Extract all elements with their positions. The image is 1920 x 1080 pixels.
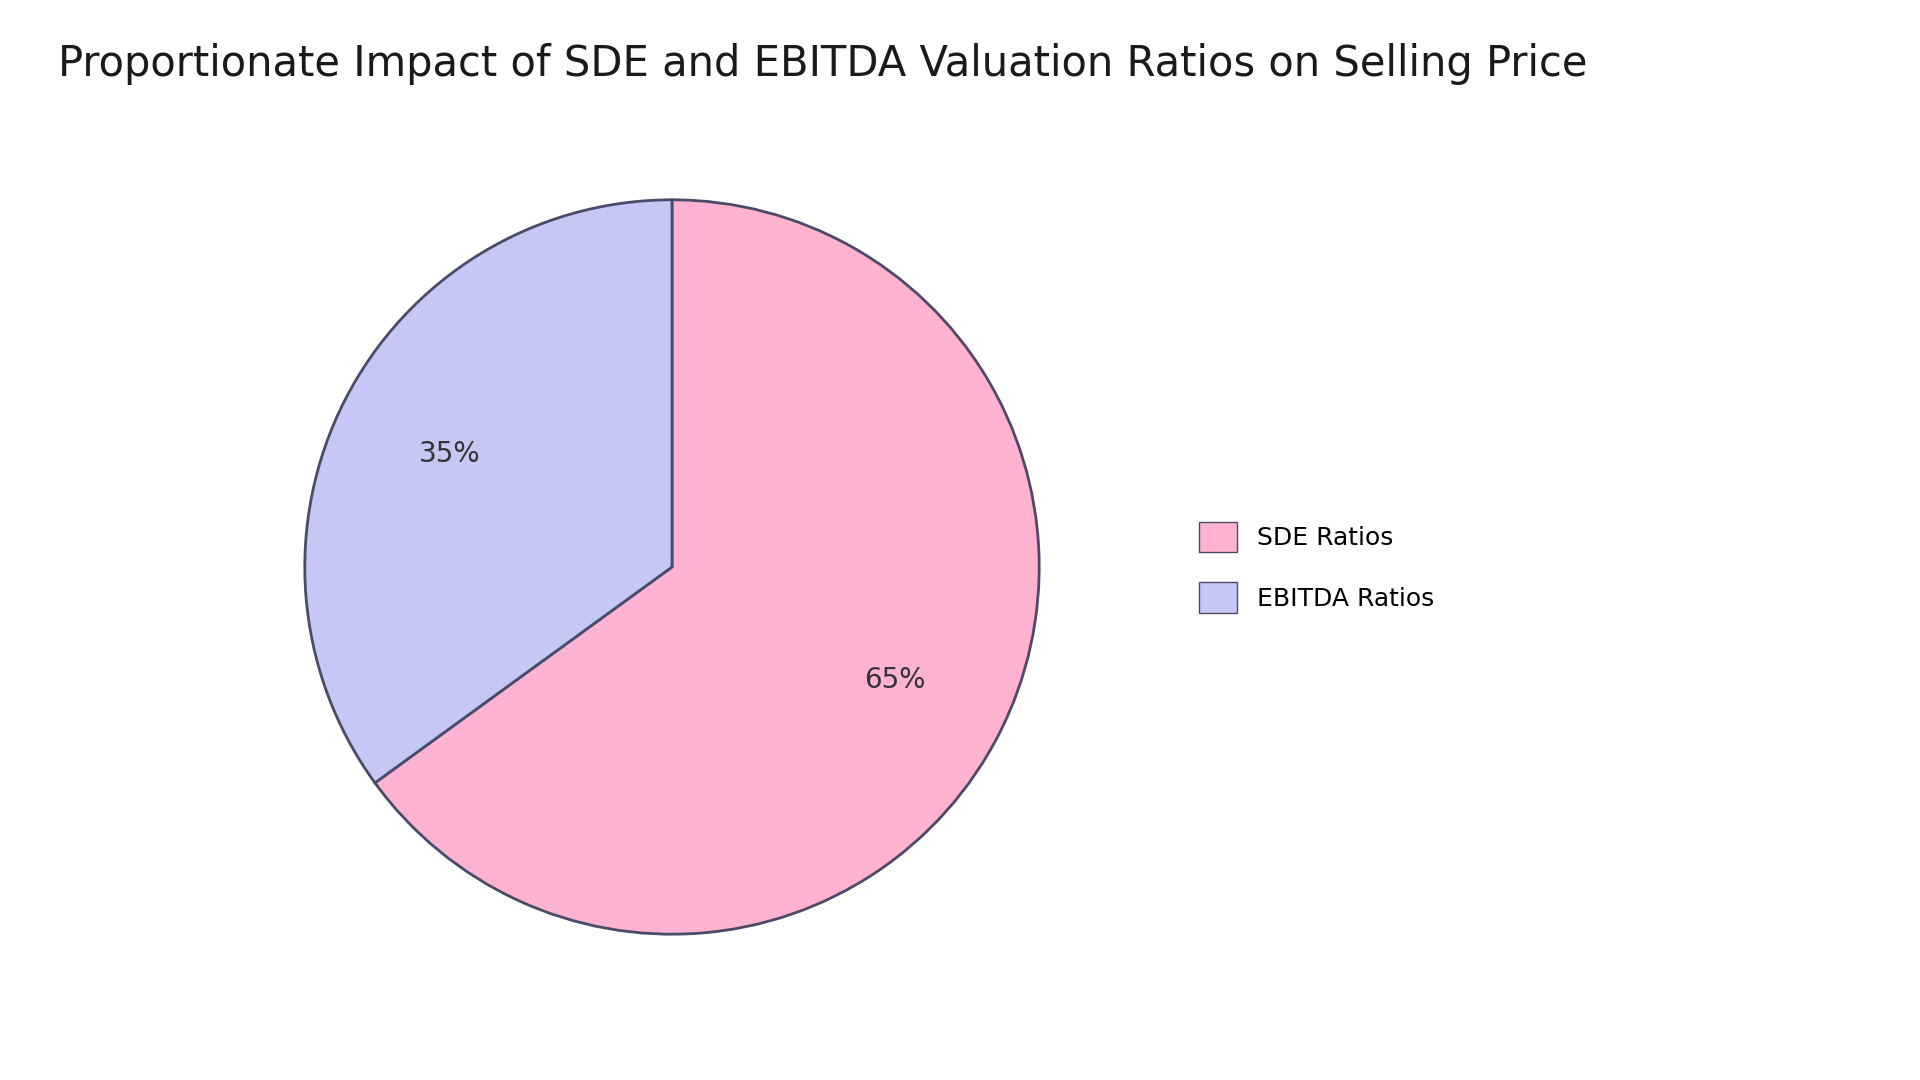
Wedge shape xyxy=(305,200,672,783)
Text: Proportionate Impact of SDE and EBITDA Valuation Ratios on Selling Price: Proportionate Impact of SDE and EBITDA V… xyxy=(58,43,1588,85)
Wedge shape xyxy=(374,200,1039,934)
Text: 65%: 65% xyxy=(864,666,925,694)
Text: 35%: 35% xyxy=(419,440,480,468)
Legend: SDE Ratios, EBITDA Ratios: SDE Ratios, EBITDA Ratios xyxy=(1188,512,1444,622)
